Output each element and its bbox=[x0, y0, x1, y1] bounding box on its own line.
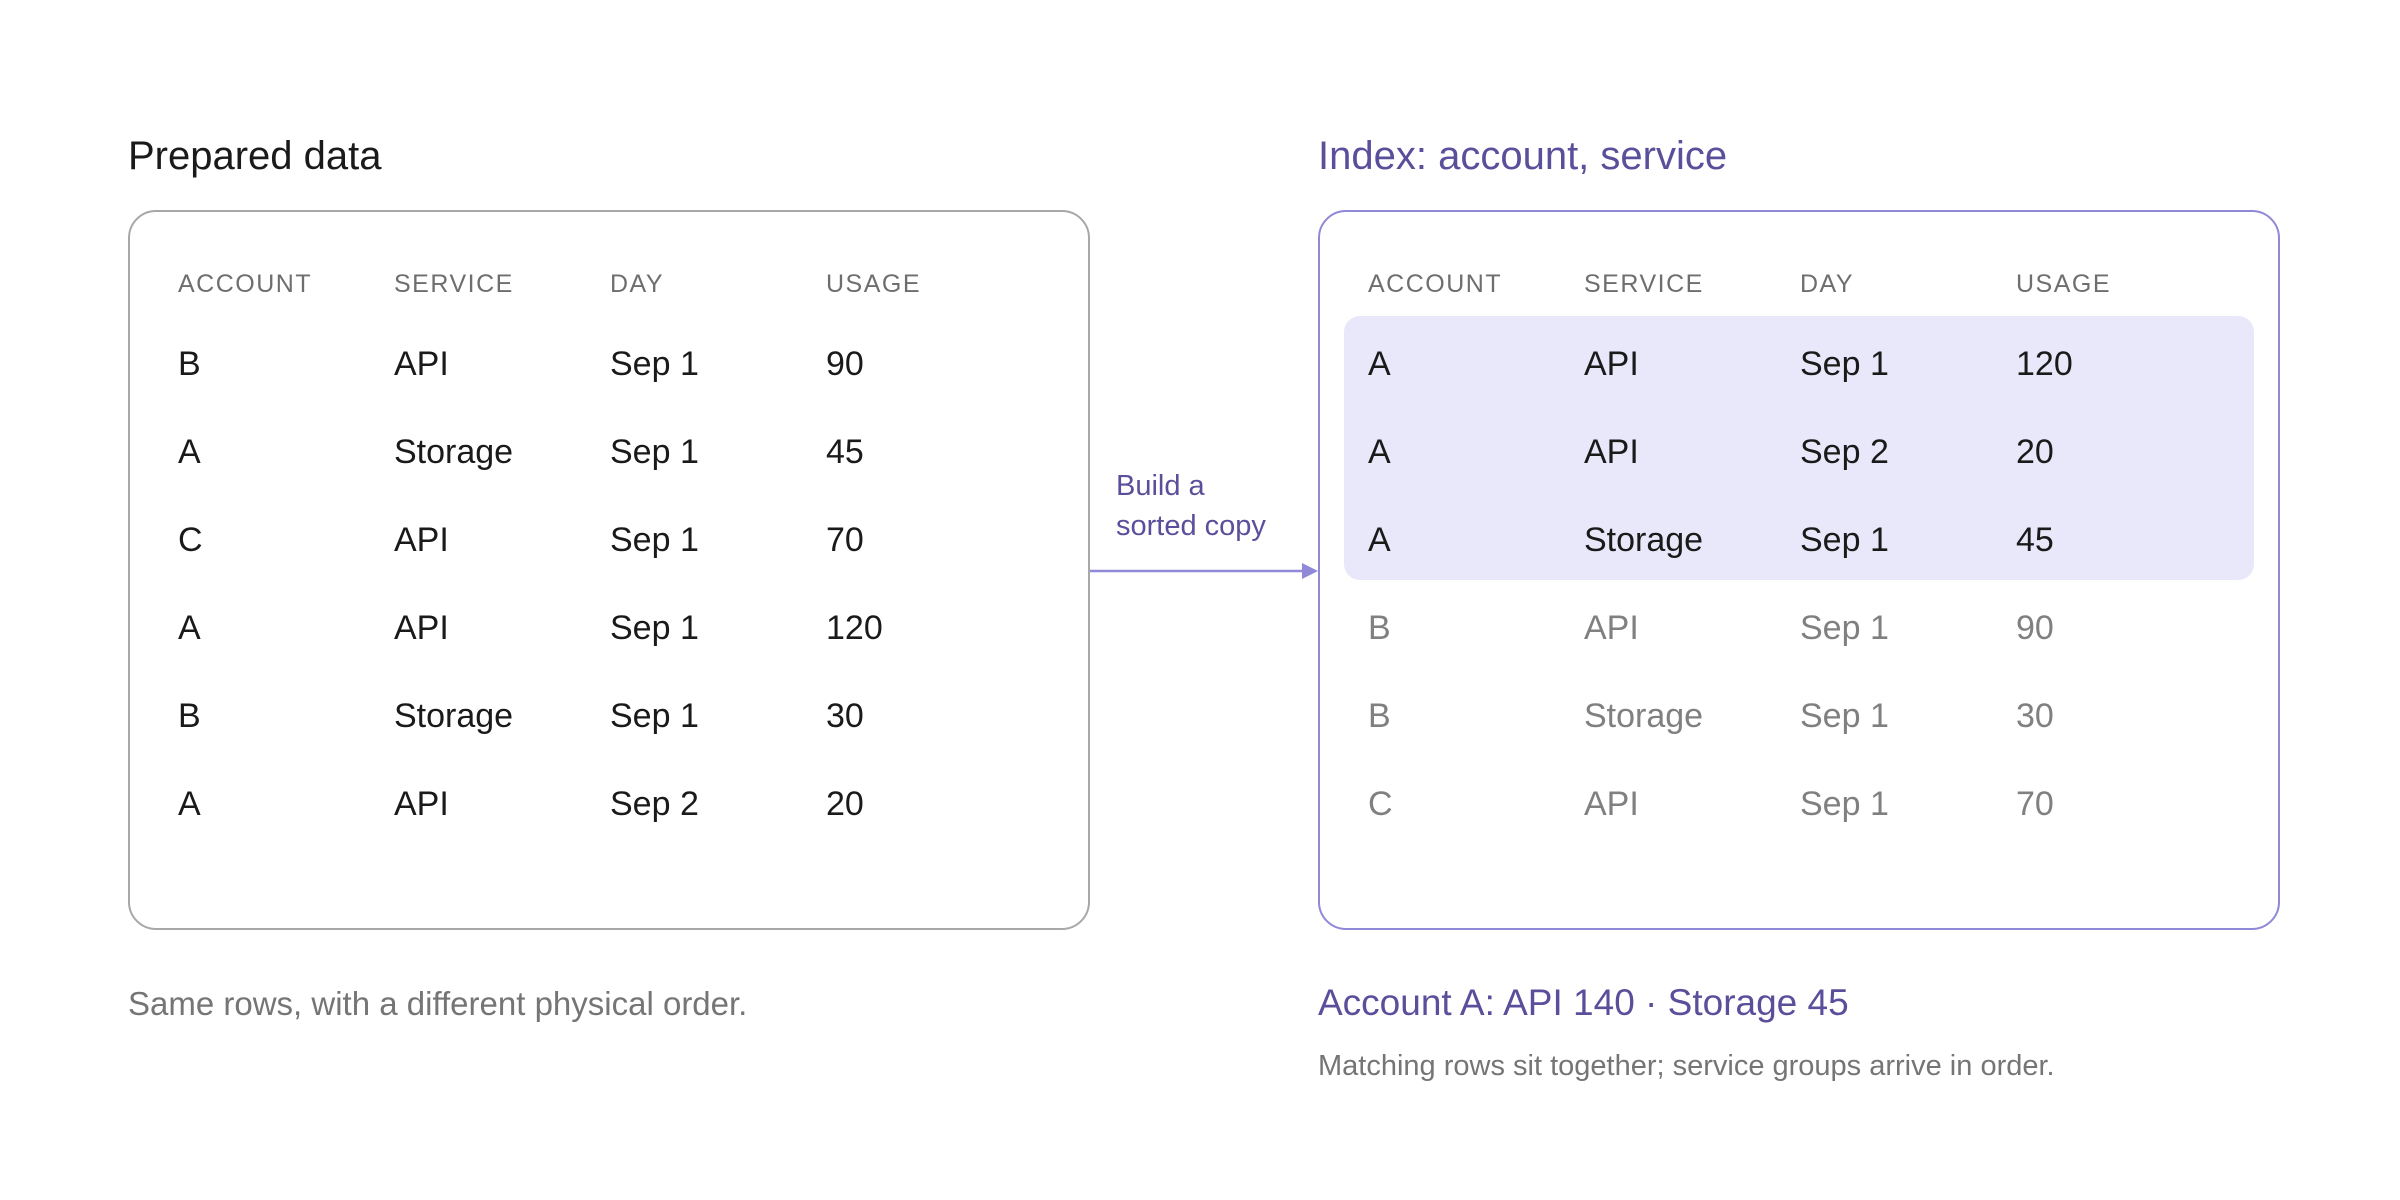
service-cell: API bbox=[394, 345, 449, 383]
day-cell: Sep 2 bbox=[1800, 433, 1889, 471]
service-cell: API bbox=[1584, 609, 1639, 647]
day-cell: Sep 1 bbox=[1800, 697, 1889, 735]
column-header-service: SERVICE bbox=[394, 270, 514, 298]
day-cell: Sep 1 bbox=[610, 433, 699, 471]
service-cell: API bbox=[394, 521, 449, 559]
column-header-account: ACCOUNT bbox=[1368, 270, 1503, 298]
matching-rows-highlight bbox=[1344, 316, 2254, 580]
account-cell: C bbox=[178, 521, 203, 559]
table-row: A API Sep 2 20 bbox=[1320, 422, 2278, 482]
day-cell: Sep 1 bbox=[1800, 345, 1889, 383]
service-cell: API bbox=[1584, 433, 1639, 471]
account-cell: A bbox=[1368, 433, 1391, 471]
usage-cell: 45 bbox=[2016, 521, 2054, 559]
account-cell: B bbox=[1368, 697, 1391, 735]
table-row: A API Sep 1 120 bbox=[1320, 334, 2278, 394]
account-cell: B bbox=[178, 697, 201, 735]
account-cell: A bbox=[178, 433, 201, 471]
day-cell: Sep 1 bbox=[1800, 609, 1889, 647]
table-row: A Storage Sep 1 45 bbox=[130, 422, 1088, 482]
usage-cell: 45 bbox=[826, 433, 864, 471]
table-row: C API Sep 1 70 bbox=[1320, 774, 2278, 834]
day-cell: Sep 1 bbox=[610, 345, 699, 383]
service-cell: API bbox=[1584, 345, 1639, 383]
service-cell: Storage bbox=[1584, 521, 1704, 559]
service-cell: API bbox=[394, 785, 449, 823]
usage-cell: 70 bbox=[2016, 785, 2054, 823]
usage-cell: 20 bbox=[826, 785, 864, 823]
account-cell: C bbox=[1368, 785, 1393, 823]
usage-cell: 90 bbox=[2016, 609, 2054, 647]
service-cell: API bbox=[1584, 785, 1639, 823]
table-header: ACCOUNT SERVICE DAY USAGE bbox=[130, 264, 1088, 304]
column-header-usage: USAGE bbox=[2016, 270, 2112, 298]
day-cell: Sep 2 bbox=[610, 785, 699, 823]
usage-cell: 70 bbox=[826, 521, 864, 559]
usage-cell: 20 bbox=[2016, 433, 2054, 471]
arrow-label: Build a sorted copy bbox=[1116, 466, 1316, 546]
prepared-data-table: ACCOUNT SERVICE DAY USAGE B API Sep 1 90… bbox=[128, 210, 1090, 930]
account-cell: B bbox=[1368, 609, 1391, 647]
index-table: ACCOUNT SERVICE DAY USAGE A API Sep 1 12… bbox=[1318, 210, 2280, 930]
column-header-account: ACCOUNT bbox=[178, 270, 313, 298]
column-header-usage: USAGE bbox=[826, 270, 922, 298]
table-row: A Storage Sep 1 45 bbox=[1320, 510, 2278, 570]
account-cell: A bbox=[1368, 521, 1391, 559]
column-header-day: DAY bbox=[610, 270, 665, 298]
service-cell: Storage bbox=[1584, 697, 1704, 735]
service-cell: Storage bbox=[394, 697, 514, 735]
index-caption: Matching rows sit together; service grou… bbox=[1318, 1050, 2055, 1082]
service-cell: API bbox=[394, 609, 449, 647]
table-row: A API Sep 2 20 bbox=[130, 774, 1088, 834]
account-cell: A bbox=[178, 785, 201, 823]
arrow-label-line-2: sorted copy bbox=[1116, 510, 1266, 542]
column-header-service: SERVICE bbox=[1584, 270, 1704, 298]
table-row: A API Sep 1 120 bbox=[130, 598, 1088, 658]
account-cell: A bbox=[1368, 345, 1391, 383]
account-cell: B bbox=[178, 345, 201, 383]
usage-cell: 90 bbox=[826, 345, 864, 383]
day-cell: Sep 1 bbox=[1800, 521, 1889, 559]
right-arrow-icon bbox=[1090, 563, 1318, 579]
column-header-day: DAY bbox=[1800, 270, 1855, 298]
table-row: B Storage Sep 1 30 bbox=[1320, 686, 2278, 746]
day-cell: Sep 1 bbox=[610, 609, 699, 647]
usage-cell: 120 bbox=[826, 609, 883, 647]
day-cell: Sep 1 bbox=[1800, 785, 1889, 823]
usage-cell: 30 bbox=[2016, 697, 2054, 735]
account-cell: A bbox=[178, 609, 201, 647]
usage-cell: 30 bbox=[826, 697, 864, 735]
table-row: B API Sep 1 90 bbox=[1320, 598, 2278, 658]
table-header: ACCOUNT SERVICE DAY USAGE bbox=[1320, 264, 2278, 304]
usage-cell: 120 bbox=[2016, 345, 2073, 383]
table-row: B Storage Sep 1 30 bbox=[130, 686, 1088, 746]
account-a-summary: Account A: API 140 · Storage 45 bbox=[1318, 982, 1849, 1023]
index-title: Index: account, service bbox=[1318, 134, 1728, 178]
prepared-data-caption: Same rows, with a different physical ord… bbox=[128, 985, 748, 1022]
prepared-data-title: Prepared data bbox=[128, 134, 382, 178]
service-cell: Storage bbox=[394, 433, 514, 471]
day-cell: Sep 1 bbox=[610, 521, 699, 559]
table-row: B API Sep 1 90 bbox=[130, 334, 1088, 394]
table-row: C API Sep 1 70 bbox=[130, 510, 1088, 570]
day-cell: Sep 1 bbox=[610, 697, 699, 735]
arrow-label-line-1: Build a bbox=[1116, 470, 1205, 502]
